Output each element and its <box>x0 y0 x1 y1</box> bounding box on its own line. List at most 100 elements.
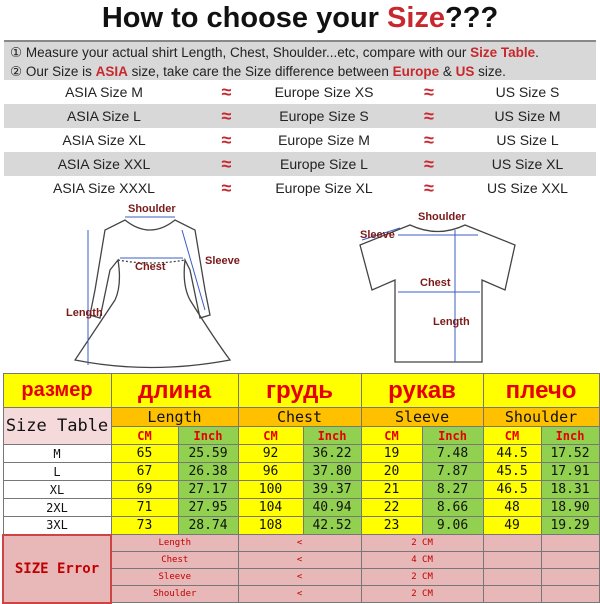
highlight: Size Table <box>470 45 536 60</box>
empty-cell <box>482 568 542 586</box>
unit-row: CM Inch CM Inch CM Inch CM Inch <box>3 426 600 445</box>
error-op: < <box>237 585 362 603</box>
table-row: XL 69 27.17 100 39.37 21 8.27 46.5 18.31 <box>2 480 600 499</box>
text: . <box>535 45 539 60</box>
approx-icon: ≈ <box>221 106 232 126</box>
value-cell: 8.66 <box>421 498 484 517</box>
size-table: размер длина грудь рукав плечо Size Table Leng… <box>2 373 600 604</box>
europe-size: Europe Size M <box>278 132 370 148</box>
approx-icon: ≈ <box>221 178 232 198</box>
table-row: L 67 26.38 96 37.80 20 7.87 45.5 17.91 <box>2 462 600 481</box>
error-op: < <box>237 568 362 586</box>
value-cell: 23 <box>360 516 423 535</box>
group-header-row: Size Table Length Chest Sleeve Shoulder <box>2 407 600 445</box>
value-cell: 7.87 <box>421 462 484 481</box>
value-cell: 19 <box>360 444 423 463</box>
size-cell: XL <box>2 480 112 499</box>
value-cell: 104 <box>237 498 304 517</box>
page-title: How to choose your Size??? <box>0 2 600 35</box>
measurement-diagrams: Shoulder Sleeve Chest Length Shoulder Sl… <box>66 203 516 369</box>
tshirt-chest-label: Chest <box>420 277 451 289</box>
conversion-row: ASIA Size M ≈ Europe Size XS ≈ US Size S <box>4 80 596 104</box>
text: Our Size is <box>25 64 96 79</box>
russian-header: длина <box>110 373 239 408</box>
value-cell: 108 <box>237 516 304 535</box>
value-cell: 7.48 <box>421 444 484 463</box>
us-size: US Size XL <box>491 156 564 172</box>
conversion-row: ASIA Size XXXL ≈ Europe Size XL ≈ US Size XX… <box>4 176 596 200</box>
asia-size: ASIA Size L <box>67 108 141 124</box>
approx-icon: ≈ <box>424 178 434 198</box>
europe-size: Europe Size XS <box>274 84 374 100</box>
step-number: ① <box>10 45 23 60</box>
tshirt-sleeve-label: Sleeve <box>360 229 395 241</box>
us-size: US Size L <box>496 132 559 148</box>
tshirt-sketch <box>359 224 516 363</box>
text: size, take care the Size difference betw… <box>127 64 393 79</box>
value-cell: 45.5 <box>482 462 542 481</box>
value-cell: 36.22 <box>302 444 362 463</box>
error-value: 2 CM <box>360 568 484 586</box>
empty-cell <box>482 534 542 552</box>
table-row: M 65 25.59 92 36.22 19 7.48 44.5 17.52 <box>2 444 600 463</box>
value-cell: 25.59 <box>177 444 239 463</box>
empty-cell <box>540 568 600 586</box>
europe-size: Europe Size S <box>279 108 369 124</box>
value-cell: 44.5 <box>482 444 542 463</box>
unit-cm: CM <box>360 426 423 445</box>
value-cell: 69 <box>110 480 179 499</box>
empty-cell <box>540 551 600 569</box>
russian-header: рукав <box>360 373 484 408</box>
asia-size: ASIA Size M <box>65 84 143 100</box>
tshirt-length-label: Length <box>433 316 470 328</box>
us-size: US Size S <box>495 84 560 100</box>
value-cell: 92 <box>237 444 304 463</box>
size-cell: L <box>2 462 112 481</box>
error-op: < <box>237 534 362 552</box>
group-header: Shoulder <box>482 407 600 427</box>
title-highlight: Size <box>387 2 446 34</box>
table-row: 3XL 73 28.74 108 42.52 23 9.06 49 19.29 <box>2 516 600 535</box>
group-header: Sleeve <box>360 407 484 427</box>
unit-cm: CM <box>237 426 304 445</box>
value-cell: 20 <box>360 462 423 481</box>
conversion-row: ASIA Size L ≈ Europe Size S ≈ US Size M <box>4 104 596 128</box>
dress-length-label: Length <box>66 307 103 319</box>
size-cell: M <box>2 444 112 463</box>
value-cell: 71 <box>110 498 179 517</box>
europe-size: Europe Size XL <box>275 180 373 196</box>
asia-size: ASIA Size XL <box>62 132 146 148</box>
group-header: Length <box>110 407 239 427</box>
conversion-row: ASIA Size XXL ≈ Europe Size L ≈ US Size XL <box>4 152 596 176</box>
tshirt-shoulder-label: Shoulder <box>418 211 466 223</box>
title-text: How to choose your <box>101 2 387 34</box>
value-cell: 28.74 <box>177 516 239 535</box>
instruction-2: ② Our Size is ASIA size, take care the S… <box>10 62 590 81</box>
tshirt-measure-lines <box>361 227 480 362</box>
dress-sleeve-label: Sleeve <box>205 255 240 267</box>
error-value: 2 CM <box>360 534 484 552</box>
error-value: 4 CM <box>360 551 484 569</box>
approx-icon: ≈ <box>424 82 434 102</box>
conversion-row: ASIA Size XL ≈ Europe Size M ≈ US Size L <box>4 128 596 152</box>
unit-cm: CM <box>110 426 179 445</box>
size-cell: 3XL <box>2 516 112 535</box>
value-cell: 17.91 <box>540 462 600 481</box>
approx-icon: ≈ <box>424 130 434 150</box>
dress-measure-lines <box>87 216 206 365</box>
us-size: US Size XXL <box>487 180 568 196</box>
us-size: US Size M <box>494 108 561 124</box>
error-name: Sleeve <box>110 568 239 586</box>
instruction-1: ① Measure your actual shirt Length, Ches… <box>10 43 590 62</box>
value-cell: 27.17 <box>177 480 239 499</box>
dress-sketch <box>73 219 232 369</box>
text: & <box>439 64 456 79</box>
unit-inch: Inch <box>177 426 239 445</box>
value-cell: 26.38 <box>177 462 239 481</box>
size-error-label: SIZE Error <box>2 533 112 604</box>
value-cell: 18.31 <box>540 480 600 499</box>
value-cell: 40.94 <box>302 498 362 517</box>
value-cell: 65 <box>110 444 179 463</box>
empty-cell <box>540 534 600 552</box>
value-cell: 18.90 <box>540 498 600 517</box>
